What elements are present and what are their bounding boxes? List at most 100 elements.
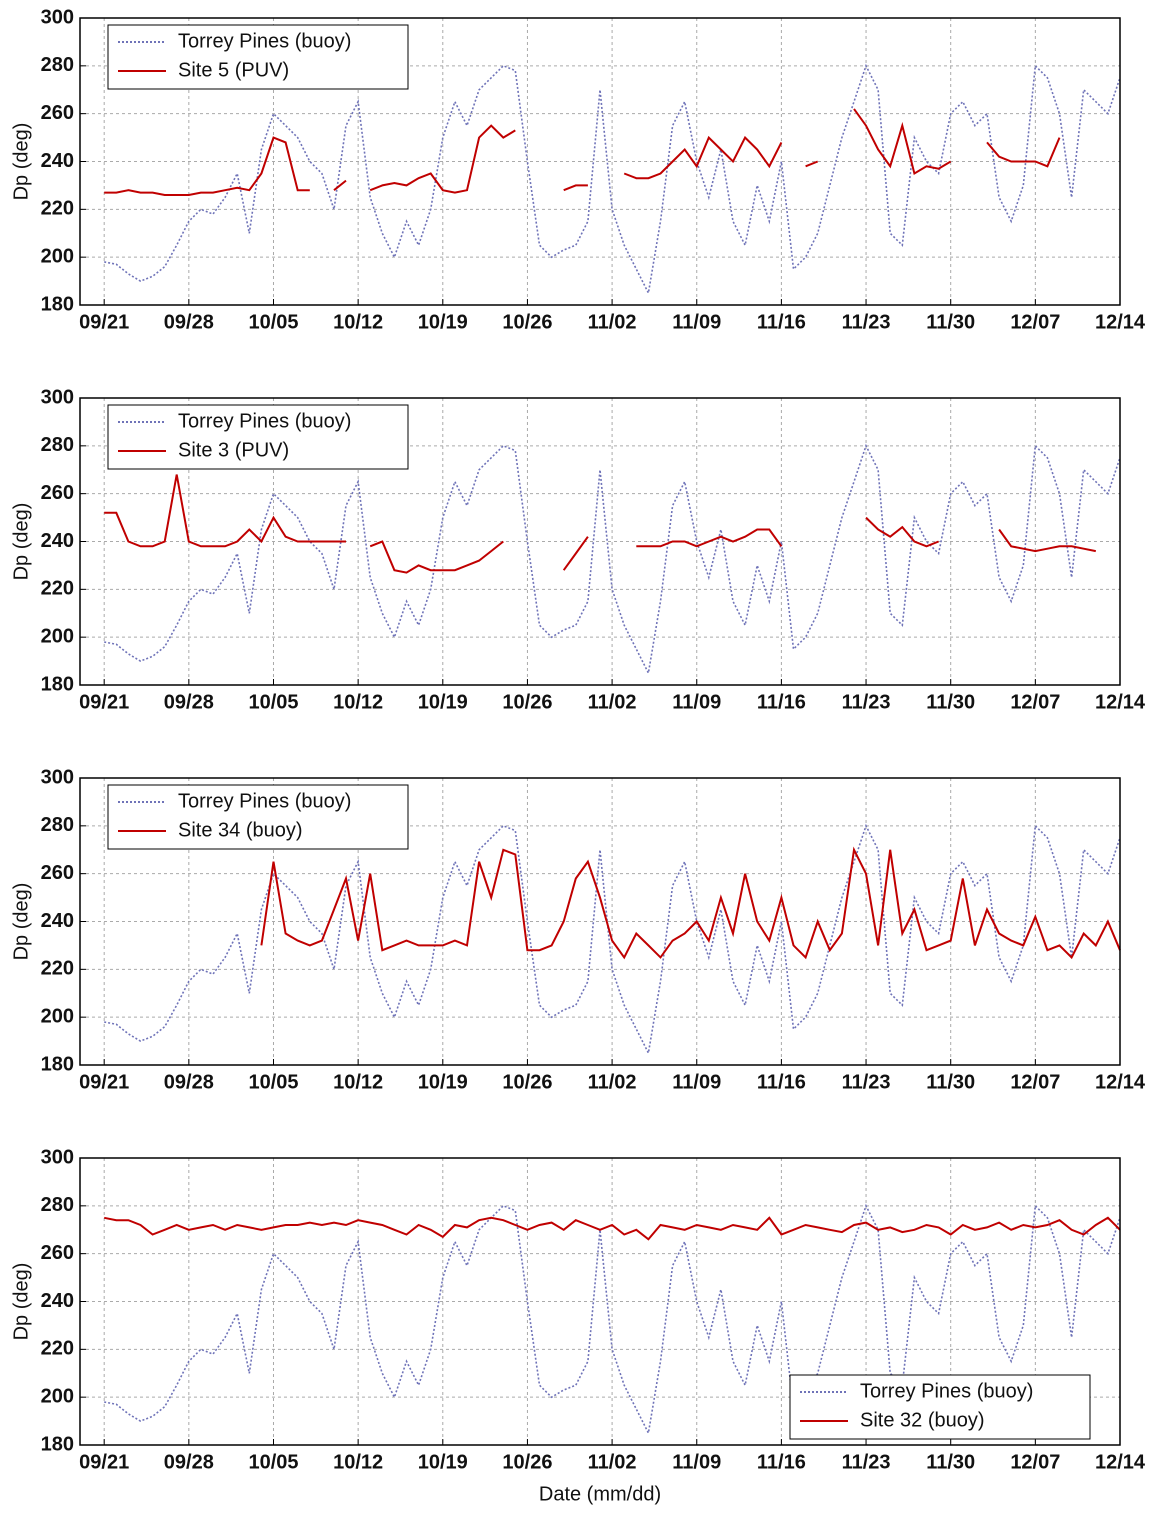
x-tick-label: 09/21 [79, 1071, 129, 1093]
series-line [104, 1203, 1121, 1436]
x-tick-label: 11/09 [672, 691, 721, 713]
series-line [104, 474, 1096, 574]
x-tick-label: 11/16 [757, 1071, 806, 1093]
plot-frame [79, 397, 1121, 686]
legend-box [107, 24, 409, 90]
series-line [260, 846, 1121, 960]
legend-box [789, 1374, 1091, 1440]
x-tick-label: 09/21 [79, 311, 129, 333]
y-tick-label: 200 [41, 245, 74, 267]
y-tick-label: 240 [41, 150, 74, 172]
y-tick-label: 300 [41, 6, 74, 28]
x-tick-label: 10/12 [333, 691, 383, 713]
x-tick-label: 12/14 [1095, 691, 1146, 713]
x-tick-label: 11/16 [757, 691, 806, 713]
x-tick-label: 10/05 [248, 1071, 298, 1093]
legend: Torrey Pines (buoy) Site 32 (buoy) [789, 1374, 1091, 1440]
x-tick-label: 10/12 [333, 1071, 383, 1093]
y-tick-label: 220 [41, 578, 74, 600]
x-tick-label: 12/07 [1010, 311, 1060, 333]
x-tick-label: 11/16 [757, 311, 806, 333]
y-tick-label: 220 [41, 1338, 74, 1360]
x-tick-label: 10/19 [418, 311, 468, 333]
legend-label: Site 32 (buoy) [860, 1409, 985, 1431]
legend-label: Site 5 (PUV) [178, 59, 289, 81]
y-tick-label: 300 [41, 386, 74, 408]
y-tick-label: 280 [41, 1194, 74, 1216]
legend-label: Site 3 (PUV) [178, 439, 289, 461]
y-tick-label: 300 [41, 766, 74, 788]
legend-label: Torrey Pines (buoy) [178, 790, 351, 812]
x-tick-label: 09/21 [79, 691, 129, 713]
x-tick-label: 11/02 [588, 1071, 637, 1093]
x-tick-label: 11/02 [588, 1451, 637, 1473]
x-tick-label: 10/05 [248, 311, 298, 333]
series-line [104, 108, 1061, 196]
series-line [104, 1216, 1121, 1241]
x-tick-label: 10/19 [418, 1071, 468, 1093]
x-tick-label: 10/19 [418, 691, 468, 713]
x-tick-label: 10/05 [248, 691, 298, 713]
x-tick-label: 09/28 [164, 311, 214, 333]
x-tick-label: 11/23 [842, 311, 891, 333]
x-tick-label: 11/30 [926, 691, 975, 713]
x-tick-label: 11/02 [588, 691, 637, 713]
legend-label: Torrey Pines (buoy) [178, 30, 351, 52]
x-tick-label: 11/23 [842, 1451, 891, 1473]
x-tick-label: 12/07 [1010, 1451, 1060, 1473]
x-axis-label: Date (mm/dd) [539, 1483, 661, 1505]
x-tick-label: 10/12 [333, 311, 383, 333]
x-tick-label: 10/26 [502, 691, 552, 713]
y-axis-label: Dp (deg) [10, 123, 32, 201]
series-line [104, 443, 1121, 676]
y-tick-label: 180 [41, 1433, 74, 1455]
x-tick-label: 11/09 [672, 311, 721, 333]
y-tick-label: 240 [41, 530, 74, 552]
x-tick-label: 11/30 [926, 311, 975, 333]
x-tick-label: 11/02 [588, 311, 637, 333]
y-axis-label: Dp (deg) [10, 883, 32, 961]
legend: Torrey Pines (buoy) Site 3 (PUV) [107, 404, 409, 470]
y-tick-label: 260 [41, 1242, 74, 1264]
y-tick-label: 300 [41, 1146, 74, 1168]
y-tick-label: 220 [41, 958, 74, 980]
y-tick-label: 240 [41, 1290, 74, 1312]
legend-label: Torrey Pines (buoy) [178, 410, 351, 432]
y-tick-label: 240 [41, 910, 74, 932]
plot-frame [79, 777, 1121, 1066]
x-tick-label: 11/09 [672, 1451, 721, 1473]
x-tick-label: 11/09 [672, 1071, 721, 1093]
x-tick-label: 10/26 [502, 1071, 552, 1093]
x-tick-label: 11/30 [926, 1071, 975, 1093]
plot-frame [79, 17, 1121, 306]
y-tick-label: 180 [41, 673, 74, 695]
y-tick-label: 280 [41, 814, 74, 836]
y-tick-label: 280 [41, 54, 74, 76]
legend: Torrey Pines (buoy) Site 5 (PUV) [107, 24, 409, 90]
x-tick-label: 10/26 [502, 1451, 552, 1473]
x-tick-label: 12/14 [1095, 1071, 1146, 1093]
x-tick-label: 12/14 [1095, 311, 1146, 333]
x-tick-label: 11/23 [842, 1071, 891, 1093]
x-tick-label: 11/16 [757, 1451, 806, 1473]
y-tick-label: 260 [41, 482, 74, 504]
y-tick-label: 280 [41, 434, 74, 456]
y-tick-label: 180 [41, 293, 74, 315]
y-tick-label: 260 [41, 102, 74, 124]
x-tick-label: 10/05 [248, 1451, 298, 1473]
legend: Torrey Pines (buoy) Site 34 (buoy) [107, 784, 409, 850]
y-tick-label: 260 [41, 862, 74, 884]
x-tick-label: 12/14 [1095, 1451, 1146, 1473]
legend-label: Site 34 (buoy) [178, 819, 303, 841]
x-tick-label: 09/21 [79, 1451, 129, 1473]
y-tick-label: 200 [41, 1385, 74, 1407]
y-tick-label: 180 [41, 1053, 74, 1075]
x-tick-label: 09/28 [164, 691, 214, 713]
x-tick-label: 09/28 [164, 1071, 214, 1093]
legend-box [107, 784, 409, 850]
series-line [104, 823, 1121, 1056]
y-tick-label: 200 [41, 625, 74, 647]
x-tick-label: 12/07 [1010, 1071, 1060, 1093]
x-tick-label: 11/30 [926, 1451, 975, 1473]
